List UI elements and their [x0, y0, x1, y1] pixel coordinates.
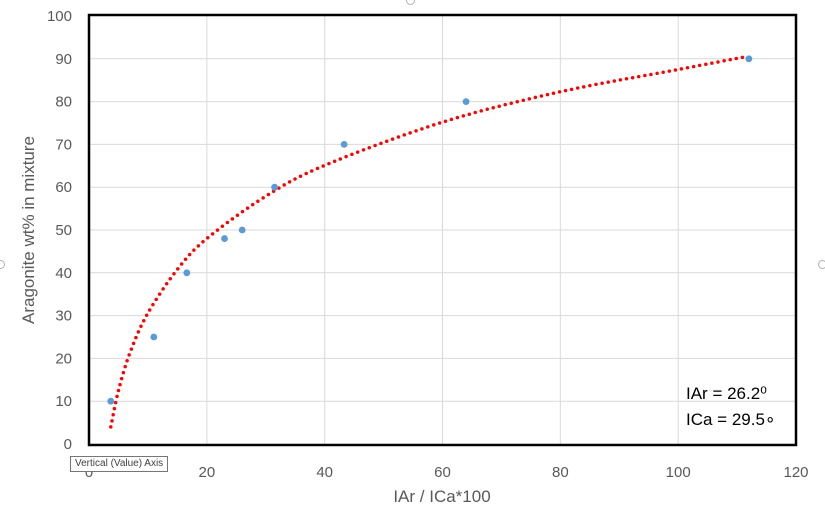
data-point: [462, 98, 470, 105]
axis-tooltip: Vertical (Value) Axis: [70, 456, 169, 472]
data-point: [107, 397, 115, 405]
y-tick-label: 20: [55, 350, 72, 367]
data-point: [183, 269, 191, 277]
annotation-ica[interactable]: ICa = 29.5∘: [686, 410, 776, 429]
annotation-iar[interactable]: IAr = 26.2⁰: [686, 384, 767, 403]
y-tick-label: 30: [55, 308, 72, 325]
y-tick-label: 90: [55, 51, 72, 68]
x-tick-label: 60: [434, 464, 451, 481]
y-tick-label: 10: [55, 393, 72, 410]
data-points: [107, 55, 753, 405]
tick-labels: 0 20 40 60 80 100 120 0 10 20 30 40 50 60 70 80 90 100: [47, 8, 809, 481]
data-point: [340, 141, 348, 148]
y-axis-title[interactable]: Aragonite wt% in mixture: [19, 136, 38, 324]
y-tick-label: 40: [55, 265, 72, 282]
data-point: [238, 226, 246, 234]
x-tick-label: 20: [198, 464, 215, 481]
x-tick-label: 120: [783, 464, 808, 481]
x-tick-label: 0: [85, 464, 93, 481]
y-tick-label: 80: [55, 94, 72, 111]
gridlines: [89, 16, 796, 444]
y-tick-label: 50: [55, 222, 72, 239]
data-point: [150, 333, 158, 341]
plot-area-border[interactable]: [87, 13, 798, 447]
chart-resize-handle-top[interactable]: [406, 0, 415, 5]
y-tick-label: 0: [64, 436, 72, 453]
x-axis-title[interactable]: IAr / ICa*100: [393, 487, 490, 506]
y-tick-label: 100: [47, 8, 72, 25]
data-point: [221, 235, 228, 242]
x-tick-label: 100: [666, 464, 691, 481]
y-tick-label: 70: [55, 136, 72, 153]
y-tick-label: 60: [55, 179, 72, 196]
chart-resize-handle-left[interactable]: [0, 260, 5, 269]
data-point: [271, 183, 278, 191]
data-point: [745, 55, 753, 63]
x-tick-label: 80: [552, 464, 569, 481]
chart-resize-handle-right[interactable]: [818, 260, 825, 269]
x-tick-label: 40: [316, 464, 333, 481]
